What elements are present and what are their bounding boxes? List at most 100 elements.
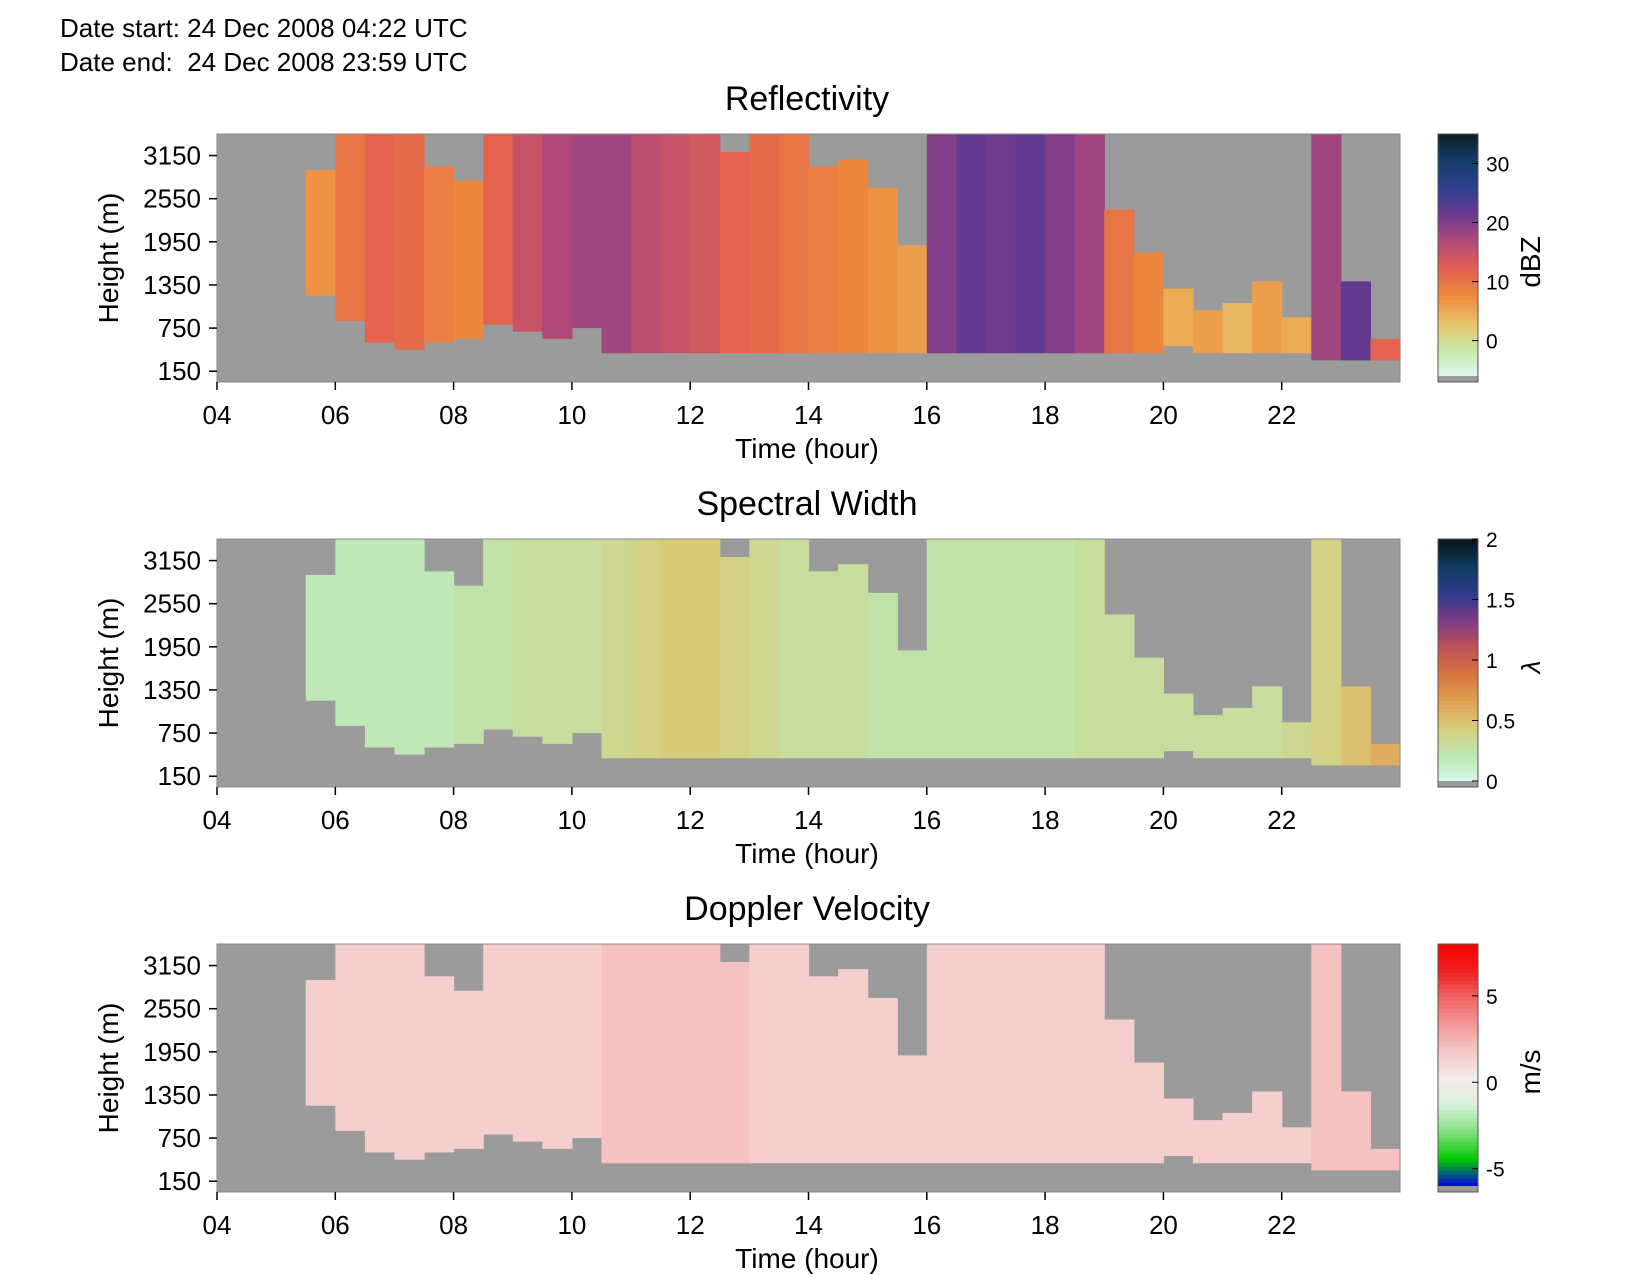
x-tick-label: 18: [1031, 805, 1060, 835]
colorbar-swatch: [1438, 271, 1478, 276]
colorbar-swatch: [1438, 960, 1478, 965]
colorbar-swatch: [1438, 680, 1478, 685]
data-cell: [424, 166, 455, 343]
x-tick-label: 22: [1267, 805, 1296, 835]
colorbar-swatch: [1438, 1089, 1478, 1094]
data-cell: [364, 134, 396, 343]
colorbar-swatch: [1438, 162, 1478, 167]
colorbar-swatch: [1438, 214, 1478, 220]
colorbar-swatch: [1438, 603, 1478, 609]
colorbar-swatch: [1438, 311, 1478, 317]
data-cell: [512, 944, 543, 1142]
colorbar-swatch: [1438, 539, 1478, 544]
y-axis-label: Height (m): [93, 1003, 124, 1134]
colorbar-swatch: [1438, 736, 1478, 742]
x-tick-label: 10: [557, 1210, 586, 1240]
colorbar-swatch: [1438, 968, 1478, 973]
colorbar: 0 0.5 1 1.5 2: [1437, 529, 1515, 794]
colorbar-swatch: [1438, 1133, 1478, 1139]
colorbar-swatch: [1438, 1073, 1478, 1078]
data-cell: [1281, 1127, 1312, 1164]
colorbar-swatch: [1438, 559, 1478, 564]
colorbar-swatch: [1438, 627, 1478, 633]
chart-title: Doppler Velocity: [684, 890, 930, 928]
data-cell: [897, 1055, 928, 1164]
colorbar-swatch: [1438, 615, 1478, 621]
data-cell: [660, 134, 691, 354]
colorbar-swatch: [1438, 555, 1478, 560]
data-cell: [660, 539, 691, 759]
colorbar-swatch: [1438, 323, 1478, 329]
x-tick-label: 04: [203, 400, 232, 430]
colorbar-swatch: [1438, 571, 1478, 576]
colorbar-swatch: [1438, 768, 1478, 774]
x-tick-label: 16: [912, 400, 941, 430]
colorbar-swatch: [1438, 668, 1478, 673]
colorbar-swatch: [1438, 696, 1478, 701]
colorbar-label: m/s: [1515, 1049, 1546, 1094]
colorbar-swatch: [1438, 619, 1478, 625]
data-cell: [867, 187, 898, 354]
colorbar-swatch: [1438, 664, 1478, 669]
data-cell: [364, 539, 396, 748]
colorbar-swatch: [1438, 1056, 1478, 1062]
data-cell: [1192, 310, 1224, 354]
data-cell: [749, 944, 780, 1164]
reflectivity-panel: Reflectivity 04 06 08 10 12 14 16 18 20 22 150 750…: [93, 80, 1546, 464]
colorbar-swatch: [1438, 1149, 1478, 1155]
data-cell: [778, 944, 810, 1164]
colorbar-swatch: [1438, 1020, 1478, 1026]
x-tick-label: 08: [439, 1210, 468, 1240]
colorbar-swatch: [1438, 724, 1478, 730]
colorbar-tick-label: 0: [1486, 1072, 1498, 1095]
data-cell: [1222, 1112, 1253, 1164]
colorbar-swatch: [1438, 639, 1478, 645]
colorbar-swatch: [1438, 708, 1478, 714]
colorbar-swatch: [1438, 972, 1478, 977]
colorbar-swatch: [1438, 1012, 1478, 1018]
colorbar-tick-label: 2: [1486, 529, 1498, 552]
y-tick-label: 2550: [143, 184, 201, 214]
y-tick-label: 750: [158, 1123, 201, 1153]
colorbar-swatch: [1438, 206, 1478, 212]
data-cell: [571, 539, 603, 734]
colorbar: 0 10 20 30: [1437, 133, 1509, 383]
data-cell: [571, 134, 603, 329]
colorbar-swatch: [1438, 303, 1478, 309]
data-cell: [926, 134, 957, 354]
colorbar-swatch: [1438, 1060, 1478, 1066]
colorbar-swatch: [1438, 343, 1478, 349]
colorbar-swatch: [1438, 1125, 1478, 1131]
colorbar-swatch: [1438, 944, 1478, 949]
colorbar-swatch: [1438, 1036, 1478, 1042]
colorbar-swatch: [1438, 611, 1478, 617]
colorbar-swatch: [1438, 1000, 1478, 1006]
data-cell: [1104, 209, 1135, 354]
colorbar-tick-label: 1.5: [1486, 590, 1515, 613]
colorbar-tick-label: 1: [1486, 650, 1498, 673]
colorbar-swatch: [1438, 700, 1478, 705]
data-cell: [1222, 707, 1253, 759]
data-cell: [1281, 722, 1312, 759]
colorbar-swatch: [1438, 948, 1478, 953]
x-tick-label: 08: [439, 805, 468, 835]
x-tick-label: 18: [1031, 1210, 1060, 1240]
data-cell: [1104, 614, 1135, 759]
colorbar-swatch: [1438, 1048, 1478, 1054]
x-tick-label: 12: [676, 805, 705, 835]
colorbar-swatch: [1438, 210, 1478, 216]
colorbar-frame: [1437, 943, 1479, 1193]
data-cell: [838, 969, 869, 1164]
colorbar-swatch: [1438, 134, 1478, 139]
data-cell: [512, 134, 543, 332]
data-cell: [424, 976, 455, 1153]
y-axis-label: Height (m): [93, 193, 124, 324]
colorbar-swatch: [1438, 1157, 1478, 1163]
colorbar-swatch: [1438, 327, 1478, 333]
x-axis: 04 06 08 10 12 14 16 18 20 22: [203, 1192, 1296, 1240]
colorbar-swatch: [1438, 728, 1478, 734]
colorbar-missing-swatch: [1438, 781, 1478, 787]
x-tick-label: 14: [794, 805, 823, 835]
data-cell: [1133, 252, 1164, 354]
colorbar-swatch: [1438, 676, 1478, 681]
